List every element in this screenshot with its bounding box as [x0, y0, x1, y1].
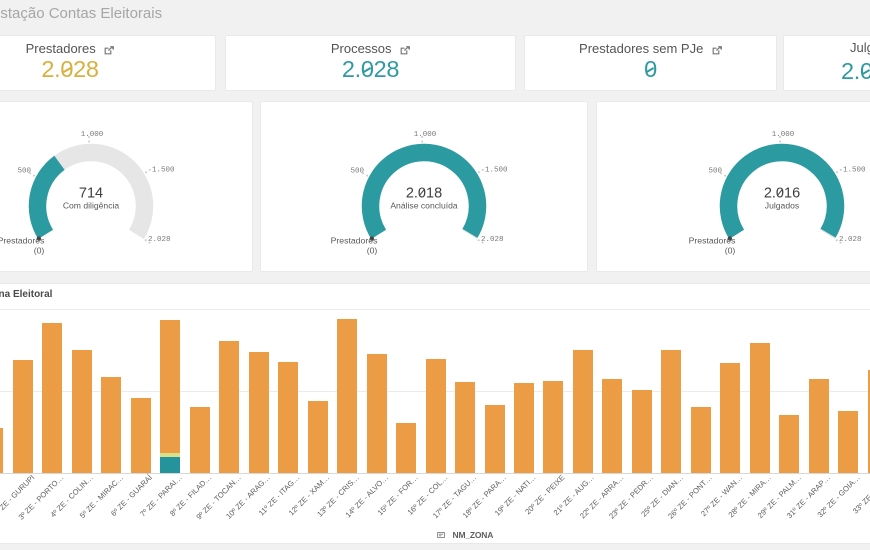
- svg-text:1.000: 1.000: [772, 131, 795, 139]
- svg-text:1.500: 1.500: [152, 166, 175, 174]
- svg-text:Prestadores: Prestadores: [331, 235, 378, 245]
- svg-text:2.016: 2.016: [764, 185, 800, 201]
- svg-text:2.028: 2.028: [148, 236, 171, 244]
- svg-text:714: 714: [78, 185, 102, 201]
- svg-text:(0): (0): [33, 245, 44, 255]
- svg-text:Julgados: Julgados: [765, 200, 799, 210]
- svg-text:1.000: 1.000: [414, 131, 437, 139]
- svg-text:500: 500: [17, 167, 31, 175]
- svg-text:2.028: 2.028: [839, 236, 862, 244]
- svg-text:2.018: 2.018: [406, 185, 442, 201]
- svg-text:1.500: 1.500: [843, 166, 866, 174]
- svg-text:Com diligência: Com diligência: [62, 200, 119, 210]
- svg-text:(0): (0): [725, 245, 736, 255]
- svg-text:Análise concluída: Análise concluída: [390, 200, 458, 210]
- svg-text:(0): (0): [367, 245, 378, 255]
- svg-text:Prestadores: Prestadores: [689, 235, 736, 245]
- svg-text:500: 500: [350, 167, 364, 175]
- svg-text:1.000: 1.000: [80, 131, 103, 139]
- svg-text:2.028: 2.028: [481, 236, 504, 244]
- svg-text:1.500: 1.500: [485, 166, 508, 174]
- svg-text:500: 500: [708, 167, 722, 175]
- svg-text:Prestadores: Prestadores: [0, 235, 45, 245]
